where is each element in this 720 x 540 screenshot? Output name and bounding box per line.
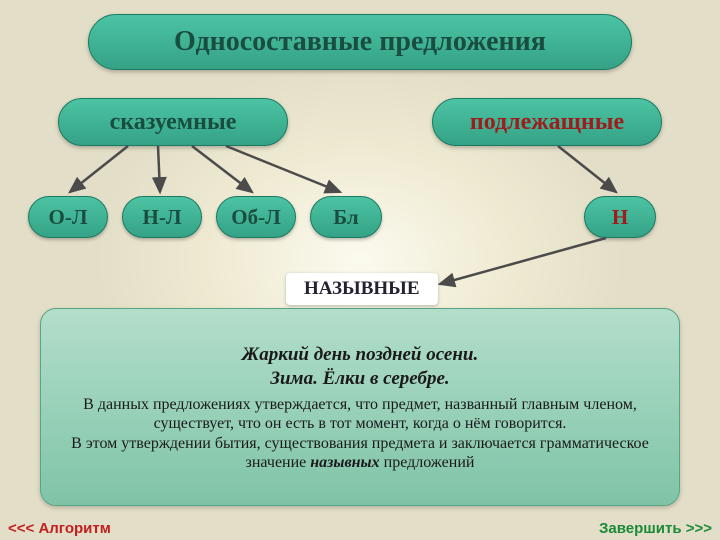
nav-back[interactable]: <<< Алгоритм	[8, 520, 111, 537]
right-category-text: подлежащные	[470, 109, 624, 136]
leaf-obl: Об-Л	[216, 196, 296, 238]
title-text: Односоставные предложения	[174, 26, 546, 58]
leaf-bl: Бл	[310, 196, 382, 238]
title-pill: Односоставные предложения	[88, 14, 632, 70]
description: В данных предложениях утверждается, что …	[67, 395, 653, 473]
nav-finish[interactable]: Завершить >>>	[599, 520, 712, 537]
right-category-pill: подлежащные	[432, 98, 662, 146]
leaf-nl: Н-Л	[122, 196, 202, 238]
examples: Жаркий день поздней осени. Зима. Ёлки в …	[67, 343, 653, 391]
leaf-ol: О-Л	[28, 196, 108, 238]
info-card: Жаркий день поздней осени. Зима. Ёлки в …	[40, 308, 680, 506]
left-category-text: сказуемные	[110, 109, 237, 136]
label-nazyvnye: НАЗЫВНЫЕ	[286, 273, 438, 305]
left-category-pill: сказуемные	[58, 98, 288, 146]
leaf-n: Н	[584, 196, 656, 238]
